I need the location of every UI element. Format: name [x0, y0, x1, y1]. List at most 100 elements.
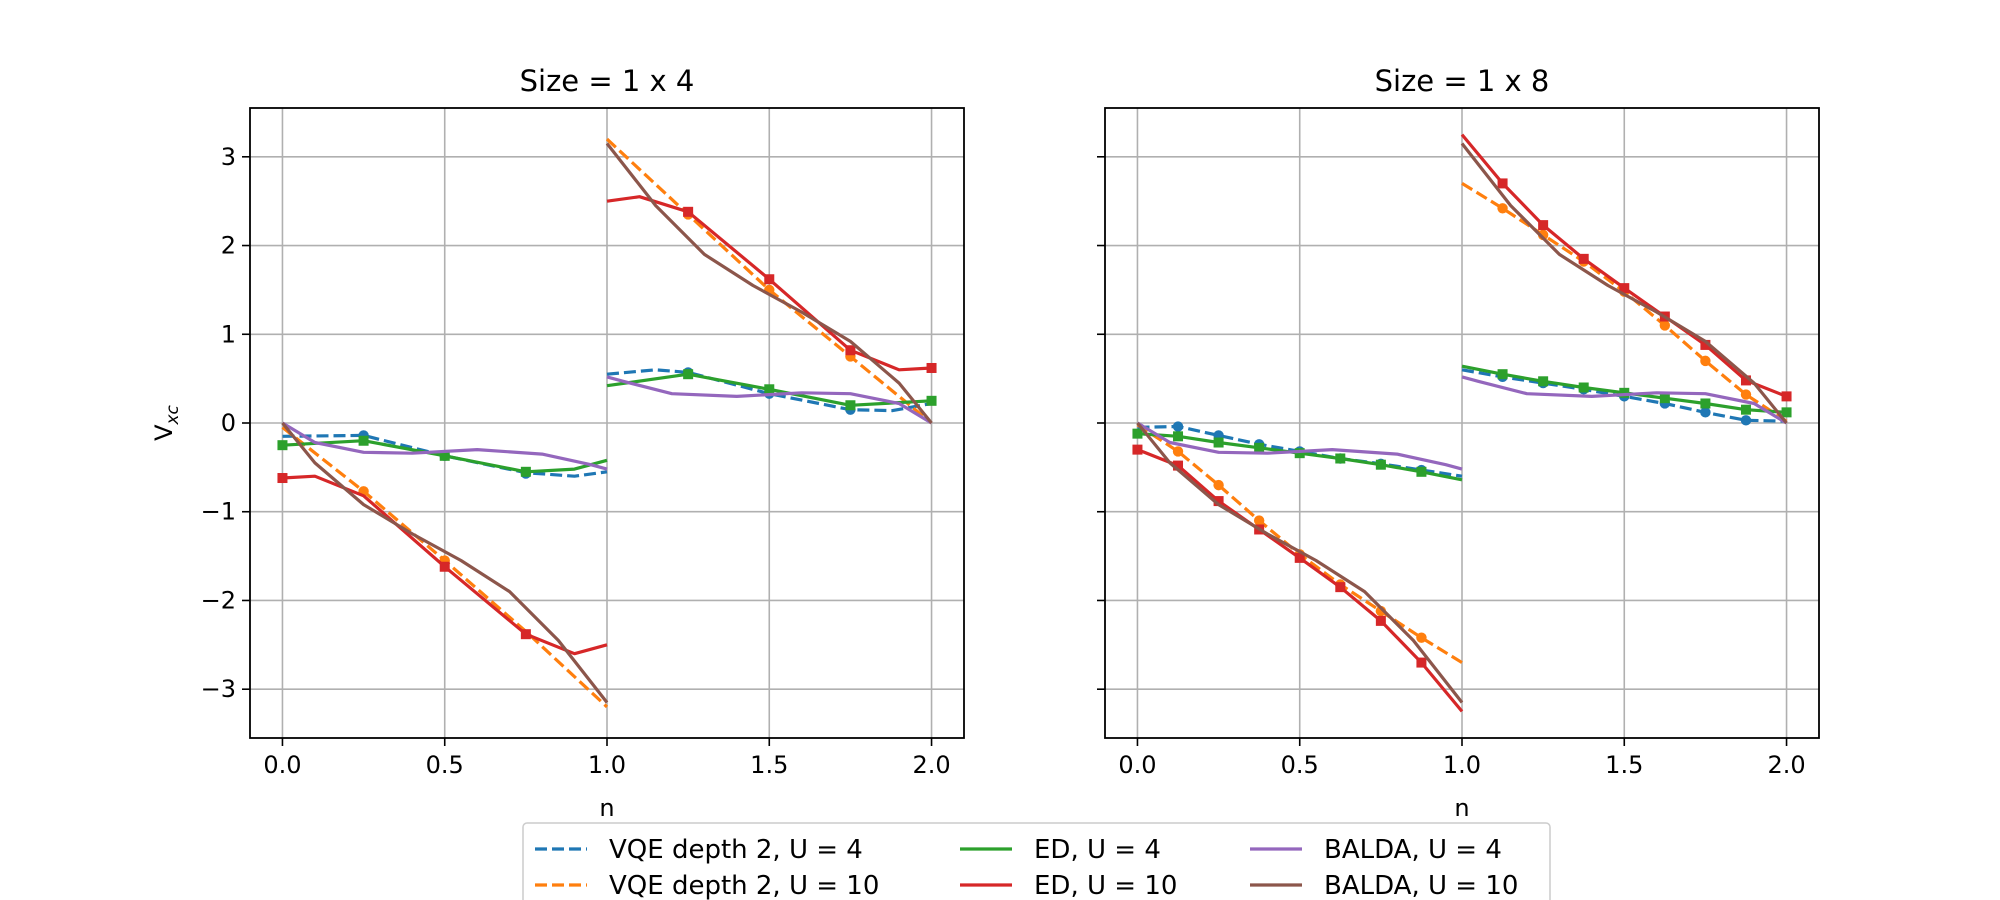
ticks: 0.0 0.5 1.0 1.5 2.0 3 2 1 0 −1 −2 −3	[201, 143, 951, 779]
data-point	[764, 274, 775, 285]
data-point	[1254, 442, 1265, 453]
series-line	[605, 142, 933, 425]
data-point	[1538, 220, 1549, 231]
data-point	[1335, 453, 1346, 464]
data-point	[1700, 398, 1711, 409]
legend-item-vqe-depth-2-u-4: VQE depth 2, U = 4	[535, 835, 863, 865]
data-point	[1497, 178, 1508, 189]
data-point	[1375, 615, 1386, 626]
series-line	[282, 439, 608, 474]
y-tick-label: −3	[201, 675, 236, 703]
legend-box	[522, 822, 1551, 900]
data-point	[1375, 459, 1386, 470]
series-line	[1136, 421, 1464, 704]
y-tick-label: 0	[221, 409, 236, 437]
y-axis-label-subscript: xc	[163, 404, 183, 425]
series-balda-u-4	[281, 375, 933, 471]
x-tick-label: 2.0	[1767, 751, 1805, 779]
series-ed-u-4	[1132, 364, 1792, 482]
data-point	[1173, 460, 1184, 471]
panel-size-1x4: Size = 1 x 4 0.0 0.5 1.0 1.5 2.0 3 2 1 0 −1 −2 −3 n	[201, 64, 965, 822]
data-point	[1173, 431, 1184, 442]
data-point	[1700, 355, 1711, 367]
legend-items: VQE depth 2, U = 4 VQE depth 2, U = 10 ED,…	[535, 835, 1518, 900]
legend-label: VQE depth 2, U = 10	[609, 871, 879, 900]
data-point	[1213, 437, 1224, 448]
series-layer	[1132, 133, 1792, 713]
data-point	[1497, 369, 1508, 380]
data-point	[1132, 444, 1143, 455]
y-axis-label: Vxc	[150, 404, 183, 440]
x-tick-label: 2.0	[912, 751, 950, 779]
data-point	[1253, 515, 1265, 526]
legend-item-balda-u-10: BALDA, U = 10	[1250, 871, 1518, 900]
data-point	[1781, 391, 1792, 402]
x-tick-label: 1.5	[750, 751, 788, 779]
series-ed-u-10	[1132, 133, 1792, 713]
ticks: 0.0 0.5 1.0 1.5 2.0	[1097, 156, 1806, 779]
data-point	[1740, 389, 1752, 400]
x-axis-label: n	[599, 794, 614, 822]
series-line	[1460, 142, 1788, 425]
data-point	[1416, 657, 1427, 668]
data-point	[1740, 404, 1751, 415]
y-tick-label: −2	[201, 586, 236, 614]
data-point	[439, 450, 450, 461]
data-point	[1294, 448, 1305, 459]
series-balda-u-10	[1136, 142, 1788, 704]
legend-item-ed-u-10: ED, U = 10	[960, 871, 1177, 900]
data-point	[1416, 466, 1427, 477]
data-point	[1740, 375, 1751, 386]
series-line	[606, 368, 932, 413]
y-axis-label-main: V	[150, 424, 178, 441]
grid	[250, 108, 964, 738]
x-tick-label: 1.0	[1443, 751, 1481, 779]
data-point	[1781, 407, 1792, 418]
data-point	[1578, 253, 1589, 264]
series-balda-u-4	[1136, 375, 1788, 471]
series-line	[281, 421, 609, 704]
data-point	[358, 435, 369, 446]
panel-title: Size = 1 x 8	[1375, 64, 1550, 98]
data-point	[520, 466, 531, 477]
panel-title: Size = 1 x 4	[520, 64, 695, 98]
x-tick-label: 0.5	[1281, 751, 1319, 779]
y-tick-label: 3	[221, 143, 236, 171]
series-line	[1136, 421, 1463, 471]
data-point	[1619, 283, 1630, 294]
y-tick-label: 2	[221, 232, 236, 260]
data-point	[520, 629, 531, 640]
x-tick-label: 1.0	[588, 751, 626, 779]
series-line	[1461, 375, 1788, 425]
data-point	[439, 561, 450, 572]
y-tick-label: −1	[201, 498, 236, 526]
data-point	[1213, 479, 1224, 491]
data-point	[926, 395, 937, 406]
series-ed-u-4	[277, 369, 937, 477]
data-point	[1659, 320, 1671, 331]
y-tick-label: 1	[221, 320, 236, 348]
data-point	[1538, 376, 1549, 387]
x-tick-label: 0.0	[1118, 751, 1156, 779]
legend-item-ed-u-4: ED, U = 4	[960, 835, 1161, 865]
data-point	[277, 473, 288, 484]
data-point	[845, 400, 856, 411]
legend-label: ED, U = 10	[1034, 871, 1177, 900]
legend-item-balda-u-4: BALDA, U = 4	[1250, 835, 1502, 865]
series-line	[606, 375, 933, 425]
data-point	[1740, 415, 1752, 426]
data-point	[1700, 339, 1711, 350]
legend-label: ED, U = 4	[1034, 835, 1161, 865]
data-point	[683, 206, 694, 217]
legend: VQE depth 2, U = 4 VQE depth 2, U = 10 ED,…	[522, 822, 1551, 900]
legend-label: BALDA, U = 10	[1324, 871, 1518, 900]
data-point	[926, 362, 937, 373]
panel-size-1x8: Size = 1 x 8 0.0 0.5 1.0 1.5 2.0 n	[1097, 64, 1820, 822]
data-point	[1416, 632, 1427, 643]
data-point	[1497, 203, 1508, 214]
data-point	[1172, 446, 1184, 457]
data-point	[1294, 552, 1305, 563]
series-line	[281, 421, 608, 471]
